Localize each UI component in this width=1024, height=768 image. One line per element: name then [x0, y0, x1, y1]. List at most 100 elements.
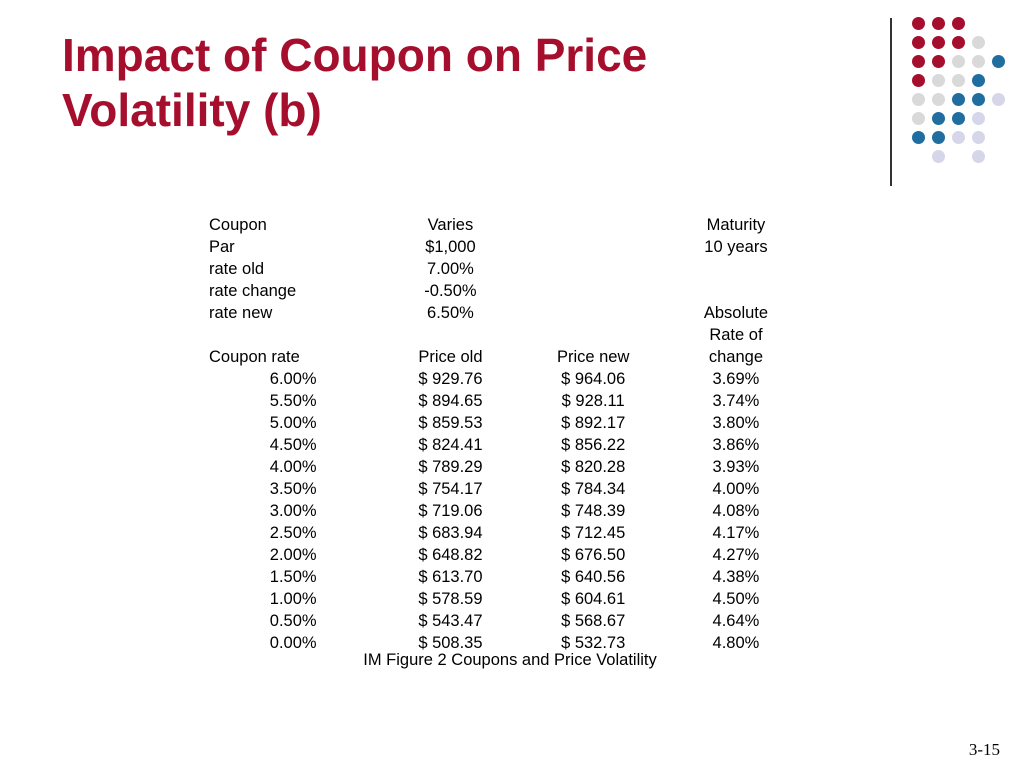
price-old-cell: $ 859.53: [418, 414, 483, 432]
price-old-cell: $ 543.47: [418, 612, 483, 630]
table-row: 2.50% $ 683.94 $ 712.45 4.17%: [200, 520, 800, 542]
param-label: Coupon: [209, 216, 267, 234]
param-label: rate change: [209, 282, 297, 300]
table-row: 5.00% $ 859.53 $ 892.17 3.80%: [200, 410, 800, 432]
decorative-dot: [912, 131, 925, 144]
coupon-rate-cell: 5.50%: [269, 392, 317, 410]
table-row: 2.00% $ 648.82 $ 676.50 4.27%: [200, 542, 800, 564]
change-cell: 3.80%: [712, 414, 760, 432]
decorative-dot: [932, 74, 945, 87]
price-new-cell: $ 748.39: [561, 502, 626, 520]
decorative-dot: [952, 74, 965, 87]
price-old-cell: $ 683.94: [418, 524, 483, 542]
coupon-rate-cell: 5.00%: [269, 414, 317, 432]
param-value: 7.00%: [427, 260, 474, 278]
table-row: 0.00% $ 508.35 $ 532.73 4.80%: [200, 630, 800, 652]
param-label: Par: [209, 238, 235, 256]
decorative-dot: [952, 131, 965, 144]
price-old-cell: $ 719.06: [418, 502, 483, 520]
table-row: 0.50% $ 543.47 $ 568.67 4.64%: [200, 608, 800, 630]
decorative-dot: [952, 112, 965, 125]
coupon-rate-cell: 6.00%: [269, 370, 317, 388]
change-cell: 4.00%: [712, 480, 760, 498]
param-value: $1,000: [425, 238, 476, 256]
title-line-2: Volatility (b): [62, 84, 322, 136]
decorative-dot: [932, 150, 945, 163]
decorative-dot: [932, 36, 945, 49]
decorative-dot: [972, 112, 985, 125]
header-change: change: [708, 348, 764, 366]
coupon-volatility-table: Coupon Varies Maturity Par $1,000 10 yea…: [200, 212, 800, 652]
change-cell: 4.17%: [712, 524, 760, 542]
price-old-cell: $ 648.82: [418, 546, 483, 564]
price-new-cell: $ 712.45: [561, 524, 626, 542]
table-row: 5.50% $ 894.65 $ 928.11 3.74%: [200, 388, 800, 410]
price-new-cell: $ 604.61: [561, 590, 626, 608]
coupon-rate-cell: 0.00%: [269, 634, 317, 652]
decorative-dot: [912, 93, 925, 106]
table-row: 4.50% $ 824.41 $ 856.22 3.86%: [200, 432, 800, 454]
change-cell: 3.69%: [712, 370, 760, 388]
decorative-dot: [912, 36, 925, 49]
change-cell: 4.80%: [712, 634, 760, 652]
table-row: 4.00% $ 789.29 $ 820.28 3.93%: [200, 454, 800, 476]
param-row: Par $1,000 10 years: [200, 234, 800, 256]
coupon-rate-cell: 4.00%: [269, 458, 317, 476]
param-value: -0.50%: [424, 282, 477, 300]
price-new-cell: $ 784.34: [561, 480, 626, 498]
param-row: rate change -0.50%: [200, 278, 800, 300]
param-extra: [672, 278, 800, 300]
price-new-cell: $ 640.56: [561, 568, 626, 586]
coupon-rate-cell: 2.00%: [269, 546, 317, 564]
table-row: 3.50% $ 754.17 $ 784.34 4.00%: [200, 476, 800, 498]
decorative-dot: [972, 55, 985, 68]
coupon-rate-cell: 4.50%: [269, 436, 317, 454]
change-cell: 4.38%: [712, 568, 760, 586]
decorative-dot: [972, 150, 985, 163]
decorative-dot: [952, 17, 965, 30]
decorative-dot-grid: [0, 0, 1024, 200]
price-new-cell: $ 568.67: [561, 612, 626, 630]
decorative-divider: [890, 18, 892, 186]
param-extra: Absolute: [703, 304, 769, 322]
decorative-dot: [952, 36, 965, 49]
decorative-dot: [952, 93, 965, 106]
param-extra: 10 years: [704, 238, 768, 256]
decorative-dot: [932, 112, 945, 125]
decorative-dot: [972, 131, 985, 144]
header-price-old: Price old: [418, 348, 483, 366]
decorative-dot: [932, 55, 945, 68]
price-old-cell: $ 789.29: [418, 458, 483, 476]
change-cell: 4.64%: [712, 612, 760, 630]
price-old-cell: $ 508.35: [418, 634, 483, 652]
price-old-cell: $ 613.70: [418, 568, 483, 586]
decorative-dot: [972, 74, 985, 87]
change-cell: 4.08%: [712, 502, 760, 520]
figure-caption: IM Figure 2 Coupons and Price Volatility: [363, 651, 657, 669]
decorative-dot: [992, 93, 1005, 106]
decorative-dot: [932, 131, 945, 144]
param-extra: Maturity: [706, 216, 766, 234]
change-cell: 3.74%: [712, 392, 760, 410]
header-price-new: Price new: [556, 348, 630, 366]
decorative-dot: [912, 74, 925, 87]
decorative-dot: [912, 55, 925, 68]
change-cell: 4.50%: [712, 590, 760, 608]
price-new-cell: $ 856.22: [561, 436, 626, 454]
decorative-dot: [992, 55, 1005, 68]
price-new-cell: $ 820.28: [561, 458, 626, 476]
param-label: rate old: [209, 260, 265, 278]
slide-title: Impact of Coupon on Price Volatility (b): [62, 28, 842, 138]
price-new-cell: $ 532.73: [561, 634, 626, 652]
param-row: rate new 6.50% Absolute: [200, 300, 800, 322]
table-row: 1.50% $ 613.70 $ 640.56 4.38%: [200, 564, 800, 586]
header-row-top: Rate of: [200, 322, 800, 344]
decorative-dot: [952, 55, 965, 68]
table-row: 6.00% $ 929.76 $ 964.06 3.69%: [200, 366, 800, 388]
header-coupon-rate: Coupon rate: [209, 348, 300, 366]
param-row: rate old 7.00%: [200, 256, 800, 278]
header-row: Coupon rate Price old Price new change: [200, 344, 800, 366]
price-old-cell: $ 754.17: [418, 480, 483, 498]
price-old-cell: $ 894.65: [418, 392, 483, 410]
decorative-dot: [932, 17, 945, 30]
